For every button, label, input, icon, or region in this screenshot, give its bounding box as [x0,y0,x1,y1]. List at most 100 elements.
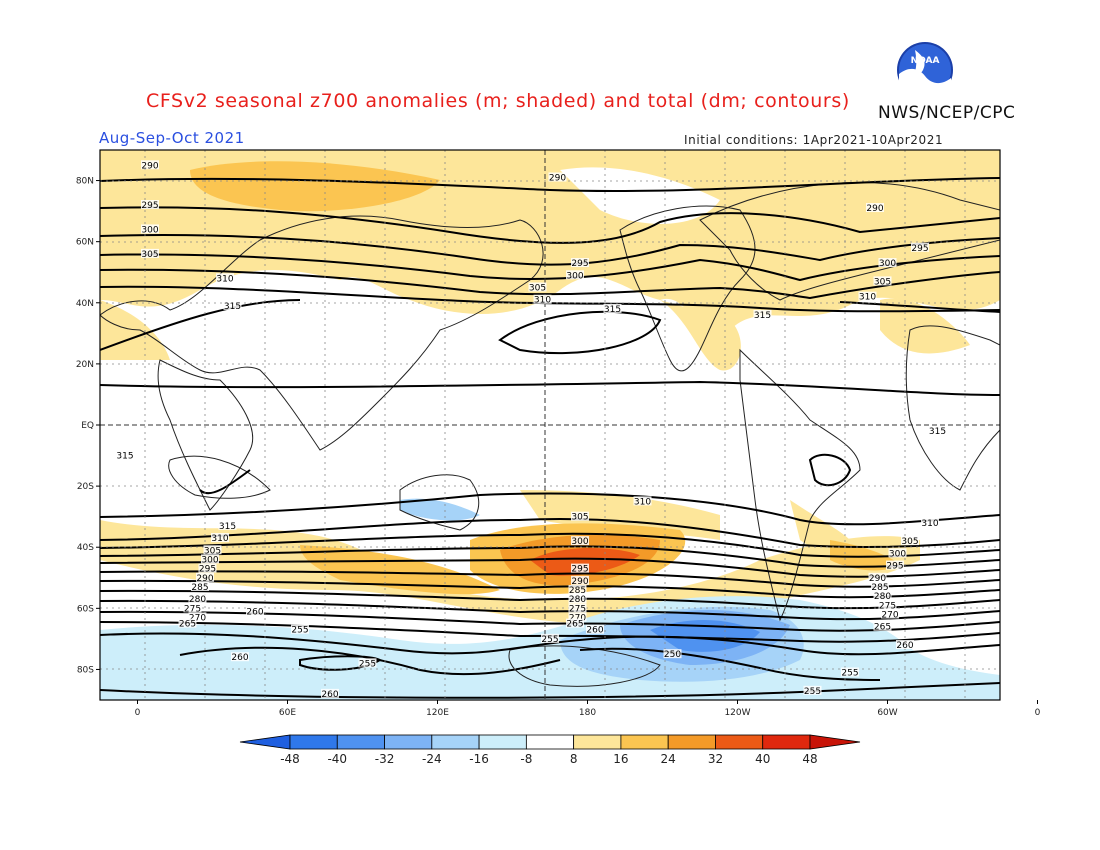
noaa-logo: NOAA [895,40,955,110]
lon-tick-label: 60E [279,708,296,718]
colorbar-label: -16 [469,752,489,766]
contour-label-bg [568,594,587,604]
contour-label: 255 [804,687,821,697]
contour-label: 315 [754,311,771,321]
contour-label-bg [141,160,159,170]
contour-label-bg [141,200,159,209]
contour-label: 280 [569,595,586,605]
contour-labels: 2902902902952952953003003003053053053103… [116,160,947,700]
contour-label: 290 [571,577,588,587]
contour-label: 290 [196,574,213,584]
contour-label-bg [548,172,567,182]
organization-label: NWS/NCEP/CPC [878,103,1016,123]
contour-label: 275 [879,601,896,611]
colorbar-segment [762,734,811,750]
contour-label: 270 [189,614,206,624]
colorbar-label: 8 [570,752,578,766]
contour-label-bg [358,658,377,668]
lon-tick-label: 180 [579,708,596,718]
contour-label: 305 [874,277,891,287]
contour-label-bg [868,572,887,582]
colorbar-label: -40 [327,752,347,766]
contour-label-bg [871,581,889,591]
contour-label: 265 [566,620,583,630]
contour-label: 295 [886,562,903,572]
contour-label-bg [196,572,214,582]
colorbar-label: -32 [375,752,395,766]
contour-label: 310 [211,534,228,544]
colorbar-segment [478,734,527,750]
contour-label: 300 [141,225,158,235]
lon-tick-label: 0 [1035,708,1041,718]
latitude-axis: 80N 60N 40N 20N EQ 20S 40S 60S 80S [76,177,100,675]
height-contours [100,177,1000,699]
contour-label-bg [188,612,207,622]
contour-label: 295 [141,201,158,211]
contour-label: 310 [534,296,551,306]
contour-label-bg [533,294,552,304]
colorbar-segment [715,734,764,750]
contour-label-bg [568,603,587,613]
contour-label-bg [911,242,929,252]
colorbar-label: 40 [755,752,770,766]
colorbar-label: -8 [520,752,532,766]
contour-label-bg [803,685,822,695]
contour-label-bg [886,560,904,570]
contour-label-bg [188,594,207,604]
contour-label: 275 [569,604,586,614]
lat-tick-label: 60S [77,604,94,614]
colorbar-segment [431,734,480,750]
contour-label: 290 [869,574,886,584]
contour-label: 290 [866,204,883,214]
contour-label: 280 [189,595,206,605]
contour-label: 305 [529,284,546,294]
contour-label: 295 [199,565,216,575]
contour-label-bg [571,258,589,268]
contour-label: 310 [921,519,938,529]
chart-title: CFSv2 seasonal z700 anomalies (m; shaded… [146,90,850,112]
contour-label: 310 [634,497,651,507]
contour-label: 285 [569,586,586,596]
contour-label: 265 [874,623,891,633]
contour-label-bg [873,621,892,631]
season-label: Aug-Sep-Oct 2021 [99,129,245,147]
contour-label: 250 [664,650,681,660]
contour-label-bg [866,203,884,213]
contour-label-bg [896,640,914,649]
contour-label-bg [603,303,622,313]
colorbar-segment [667,734,716,750]
contour-label: 315 [929,427,946,437]
contour-label: 315 [224,302,241,312]
longitude-axis: 0 60E 120E 180 120W 60W 0 [135,700,1041,718]
lat-tick-label: 80N [76,177,94,187]
colorbar-low-arrow [239,734,291,750]
contour-label: 305 [141,250,158,260]
lon-tick-label: 120E [426,708,449,718]
contour-label-bg [246,606,264,616]
colorbar-label: 24 [661,752,676,766]
contour-label-bg [841,667,859,677]
lat-tick-label: 40S [77,543,94,553]
colorbar-segment [384,734,433,750]
contour-label: 300 [566,271,583,281]
reference-lines [100,150,1000,700]
contour-label-bg [116,450,134,460]
contour-label: 260 [246,607,263,617]
contour-label: 260 [586,626,603,636]
colorbar-segment [336,734,385,750]
contour-label-bg [921,517,939,527]
contour-label-bg [878,258,897,268]
colorbar-segment [525,734,575,750]
contour-label: 295 [911,244,928,254]
contour-label-bg [633,496,652,506]
contour-label: 300 [201,555,218,565]
lat-tick-label: 40N [76,299,94,309]
contour-label-bg [873,591,892,601]
contour-label: 260 [321,690,338,700]
contour-label: 295 [571,565,588,575]
lat-tick-label: 60N [76,238,94,248]
lat-tick-label: 20N [76,360,94,370]
contour-label-bg [203,545,222,555]
contour-label: 310 [859,293,876,303]
contour-label-bg [231,652,249,662]
